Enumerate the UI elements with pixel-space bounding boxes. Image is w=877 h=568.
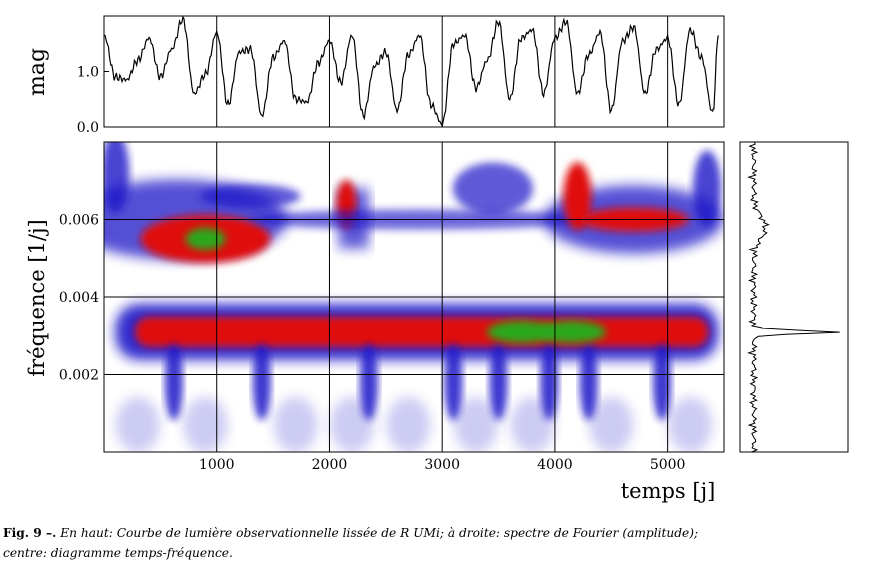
heatmap-xlabel: temps [j] <box>621 479 716 503</box>
caption-line1: En haut: Courbe de lumière observationne… <box>60 526 699 540</box>
upper-right-core <box>563 162 592 231</box>
low-freq-haze <box>183 396 228 452</box>
ridge-dip <box>164 344 183 421</box>
light-curve-panel: 0.0 1.0 mag <box>25 15 725 136</box>
ridge-dip <box>579 344 598 421</box>
light-curve-line <box>103 15 719 128</box>
heatmap-ytick-label: 0.004 <box>59 290 99 306</box>
spectrum-line <box>747 141 840 453</box>
low-freq-haze <box>386 396 431 452</box>
heatmap-xtick-label: 3000 <box>424 457 460 473</box>
low-freq-haze <box>589 396 634 452</box>
heatmap-yticks: 0.002 0.004 0.006 <box>59 213 99 384</box>
ridge-dip <box>653 344 671 421</box>
fourier-spectrum-panel <box>739 141 849 453</box>
heatmap-xticks: 1000 2000 3000 4000 5000 <box>199 457 686 473</box>
ridge-main-core <box>135 316 709 347</box>
heatmap-xtick-label: 2000 <box>312 457 348 473</box>
light-curve-yticks: 0.0 1.0 <box>77 65 109 136</box>
heatmap-xtick-label: 4000 <box>537 457 573 473</box>
ridge-dip <box>540 344 559 421</box>
low-freq-haze <box>273 396 318 452</box>
low-freq-haze <box>668 396 713 452</box>
middle-upper-band <box>452 162 533 215</box>
heatmap-ytick-label: 0.006 <box>59 213 99 229</box>
upper-right-arc <box>693 150 722 227</box>
light-curve-ytick-label: 1.0 <box>77 65 99 81</box>
upper-blob-peak <box>185 227 226 250</box>
spectrum-frame <box>739 141 849 453</box>
light-curve-ylabel: mag <box>25 48 50 96</box>
heatmap-xtick-label: 1000 <box>199 457 235 473</box>
ridge-dip <box>252 344 271 421</box>
heatmap-ytick-label: 0.002 <box>59 368 99 384</box>
band-separator <box>104 273 724 282</box>
low-freq-haze <box>330 396 374 452</box>
ridge-main-peak <box>537 320 606 343</box>
upper-arc <box>104 142 130 213</box>
heatmap-blobs <box>104 142 724 452</box>
upper-arc <box>200 184 301 209</box>
low-freq-haze <box>115 396 160 452</box>
light-curve-frame <box>103 15 725 128</box>
figure-canvas: 0.01.0 mag 1000 2000 3000 4000 5000 0.0020.0… <box>25 15 849 503</box>
heatmap-ylabel: fréquence [1/j] <box>25 219 49 376</box>
time-frequency-panel: 1000 2000 3000 4000 5000 0.002 0.004 0.006 fré… <box>25 141 725 503</box>
ridge-dip <box>444 344 463 421</box>
low-freq-haze <box>510 396 555 452</box>
figure-caption: Fig. 9 –. En haut: Courbe de lumière obs… <box>3 523 877 563</box>
ridge-main-peak <box>487 320 556 343</box>
caption-label: Fig. 9 –. <box>3 526 57 540</box>
caption-line2: centre: diagramme temps-fréquence. <box>3 546 233 560</box>
light-curve-ytick-label: 0.0 <box>77 120 99 136</box>
ridge-dip <box>489 344 508 421</box>
heatmap-xtick-label: 5000 <box>650 457 686 473</box>
low-freq-haze <box>454 396 498 452</box>
heatmap-frame <box>103 141 725 453</box>
heatmap-gridlines <box>104 142 724 452</box>
ridge-dip <box>359 344 378 421</box>
